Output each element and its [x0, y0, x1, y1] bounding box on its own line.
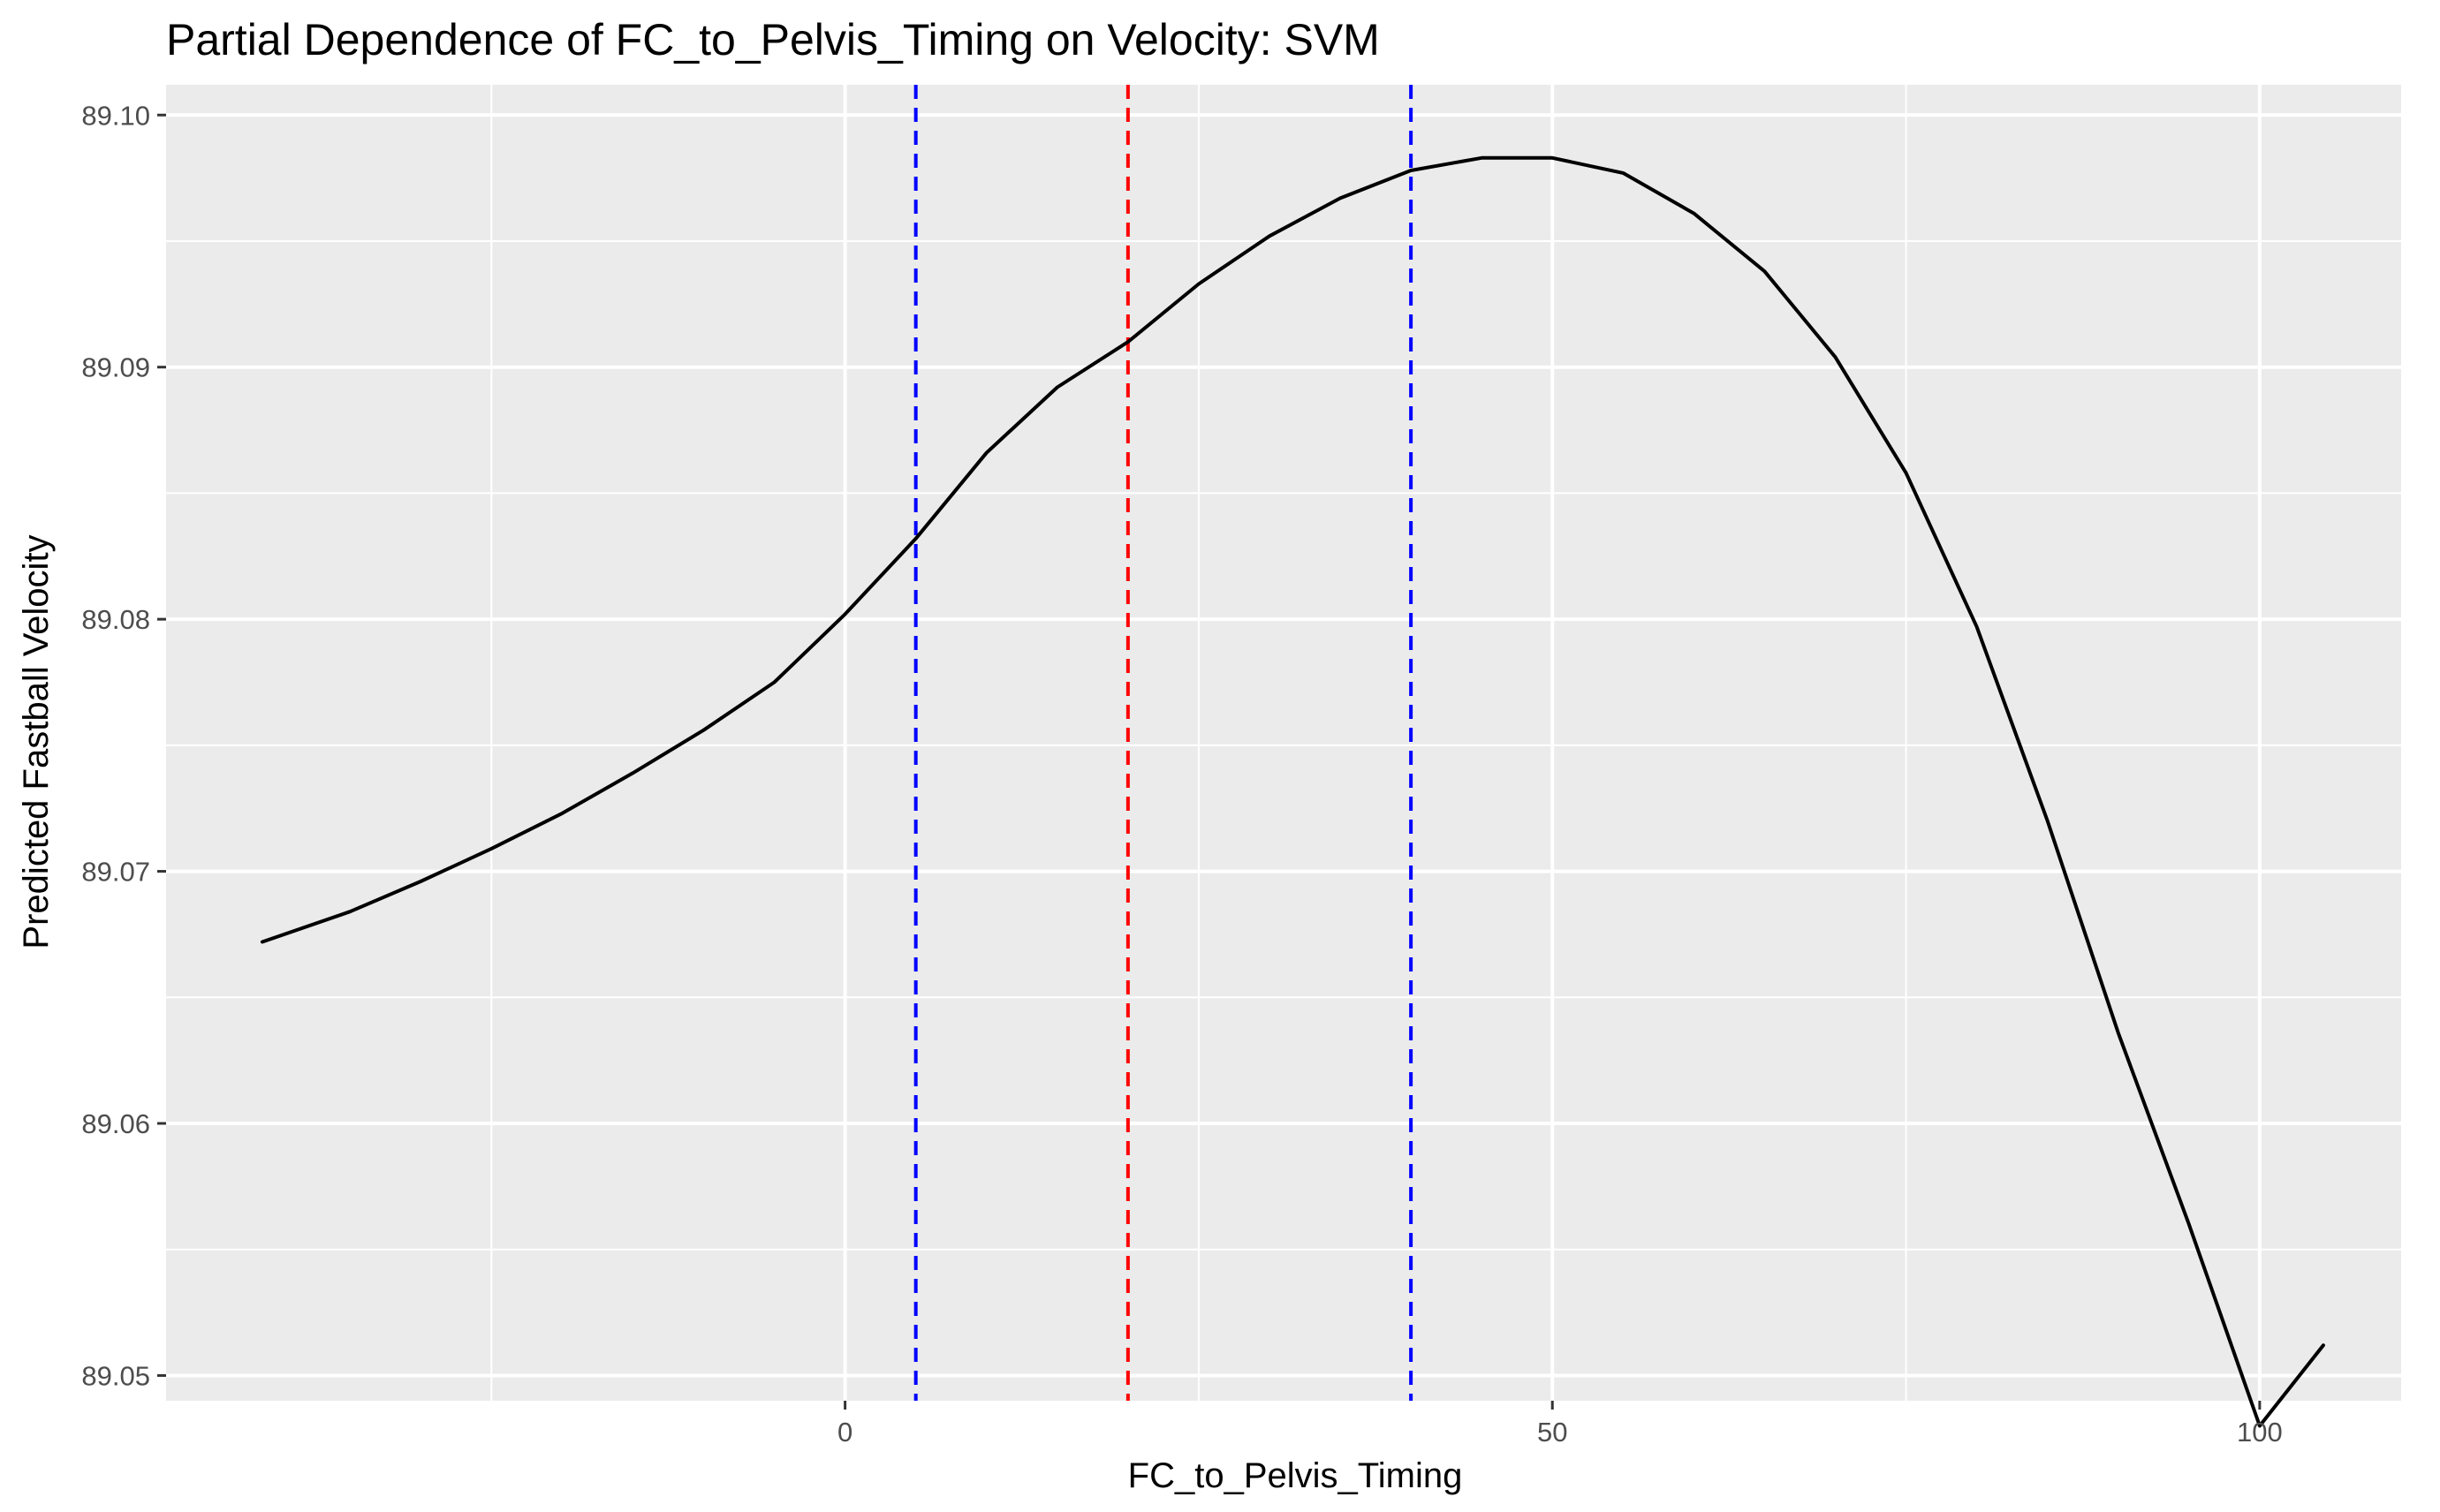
- series-line-1: [260, 155, 2325, 1428]
- grid-lines: [166, 85, 2401, 1401]
- x-tick-label: 100: [2237, 1417, 2283, 1448]
- y-tick-label: 89.07: [81, 857, 150, 888]
- x-axis-title: FC_to_Pelvis_Timing: [1128, 1456, 1463, 1495]
- y-tick-label: 89.08: [81, 604, 150, 635]
- y-tick-label: 89.09: [81, 352, 150, 383]
- chart-title: Partial Dependence of FC_to_Pelvis_Timin…: [166, 15, 1380, 64]
- series-lines: [260, 155, 2325, 1428]
- reference-lines: [913, 85, 1413, 1401]
- plot-panel: [166, 85, 2401, 1401]
- y-tick-label: 89.10: [81, 100, 150, 131]
- axes: 89.05 89.06 89.07 89.08 89.09 89.10 0 50 100: [81, 100, 2282, 1448]
- y-axis-title: Predicted Fastball Velocity: [17, 534, 56, 949]
- y-tick-label: 89.06: [81, 1108, 150, 1139]
- y-tick-label: 89.05: [81, 1360, 150, 1391]
- x-tick-label: 0: [837, 1417, 852, 1448]
- x-tick-label: 50: [1537, 1417, 1567, 1448]
